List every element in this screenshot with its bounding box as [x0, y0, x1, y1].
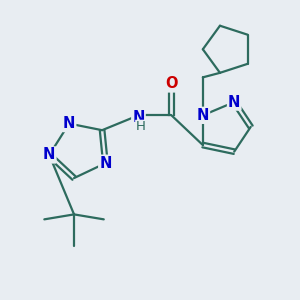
Text: N: N — [132, 110, 145, 125]
Text: O: O — [165, 76, 178, 92]
Text: N: N — [99, 156, 112, 171]
Text: N: N — [43, 148, 56, 163]
Text: H: H — [136, 120, 146, 134]
Text: N: N — [197, 108, 209, 123]
Text: N: N — [63, 116, 75, 131]
Text: N: N — [228, 94, 240, 110]
